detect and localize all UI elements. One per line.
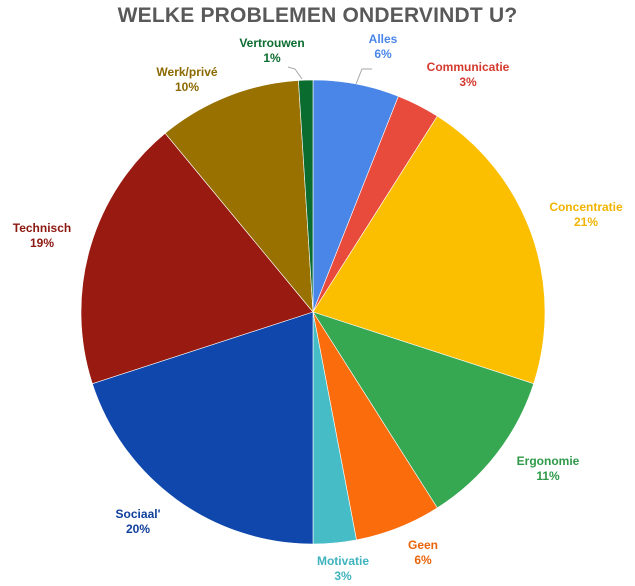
slice-label-geen: Geen (408, 538, 438, 552)
slice-value-vertrouwen: 1% (263, 51, 281, 65)
slice-value-alles: 6% (374, 47, 392, 61)
slice-value-sociaal: 20% (126, 522, 150, 536)
slice-value-ergonomie: 11% (536, 469, 560, 483)
slice-value-geen: 6% (414, 553, 432, 567)
slice-value-communicatie: 3% (459, 75, 477, 89)
pie-slice-ergonomie (312, 311, 535, 509)
slice-label-vertrouwen: Vertrouwen (239, 36, 304, 50)
leader-line-vertrouwen (287, 66, 303, 80)
slice-value-motivatie: 3% (334, 569, 352, 583)
pie-slice-technisch (80, 132, 314, 385)
slice-label-sociaal: Sociaal' (116, 507, 161, 521)
slice-label-technisch: Technisch (13, 221, 71, 235)
slice-value-technisch: 19% (30, 236, 54, 250)
slice-label-ergonomie: Ergonomie (517, 454, 580, 468)
pie-slice-sociaal (91, 311, 314, 545)
slice-value-werk-prive: 10% (175, 80, 199, 94)
slice-label-motivatie: Motivatie (317, 554, 369, 568)
leader-line-alles (355, 68, 372, 85)
pie-slice-werk-prive (164, 80, 314, 313)
slice-value-concentratie: 21% (574, 215, 598, 229)
pie-slice-vertrouwen (298, 79, 314, 313)
chart-title: WELKE PROBLEMEN ONDERVINDT U? (117, 4, 518, 27)
slice-label-alles: Alles (369, 32, 398, 46)
slice-label-communicatie: Communicatie (427, 60, 510, 74)
pie-slice-concentratie (312, 115, 546, 385)
slice-label-werk-prive: Werk/privé (156, 65, 217, 79)
slice-label-concentratie: Concentratie (549, 200, 623, 214)
